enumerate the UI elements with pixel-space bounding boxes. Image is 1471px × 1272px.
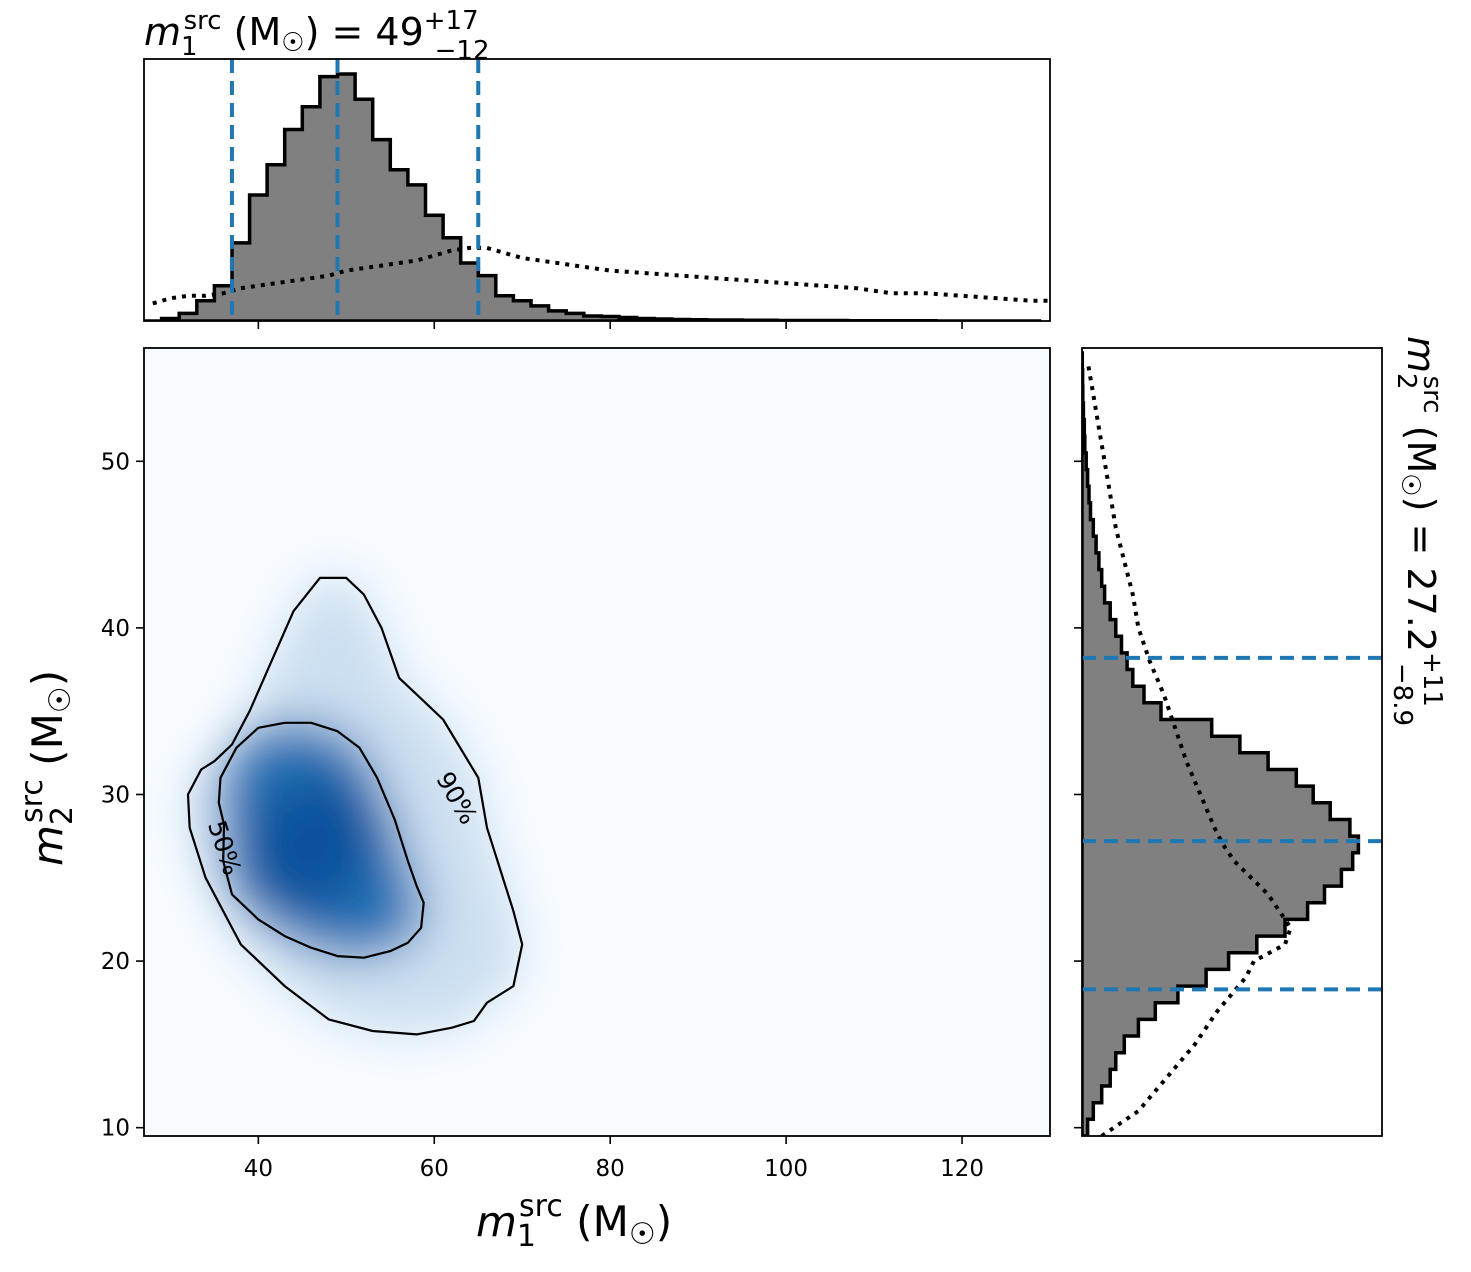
- right-posterior-histogram: [1082, 351, 1361, 1136]
- x-axis-title: m1src (M☉): [476, 1189, 672, 1254]
- y-tick-label-20: 20: [101, 949, 130, 975]
- top-panel-title: m1src (M☉) = 49+17 −12: [144, 6, 490, 66]
- right-panel-frame: [1081, 347, 1383, 1137]
- x-tick-label-80: 80: [596, 1156, 625, 1182]
- x-tick-label-60: 60: [420, 1156, 449, 1182]
- y-tick-label-50: 50: [101, 449, 130, 475]
- x-tick-label-120: 120: [940, 1156, 984, 1182]
- top-posterior-histogram: [144, 72, 1042, 321]
- top-marginal-panel: m1src (M☉) = 49+17 −12: [143, 6, 1051, 329]
- x-tick-label-100: 100: [764, 1156, 808, 1182]
- joint-panel-frame: [143, 347, 1051, 1137]
- y-tick-label-40: 40: [101, 616, 130, 642]
- contour-90: [186, 576, 524, 1036]
- density-heatmap: [188, 577, 523, 1035]
- contour-50: [217, 721, 425, 959]
- right-marginal-panel: m2src (M☉) = 27.2+11−8.9: [1074, 336, 1447, 1137]
- y-tick-label-10: 10: [101, 1116, 130, 1142]
- y-tick-label-30: 30: [101, 782, 130, 808]
- y-axis-title: m2src (M☉): [15, 670, 80, 866]
- right-panel-title: m2src (M☉) = 27.2+11−8.9: [1387, 336, 1447, 726]
- density-peak: [247, 776, 376, 913]
- x-tick-label-40: 40: [244, 1156, 273, 1182]
- top-panel-frame: [143, 58, 1051, 322]
